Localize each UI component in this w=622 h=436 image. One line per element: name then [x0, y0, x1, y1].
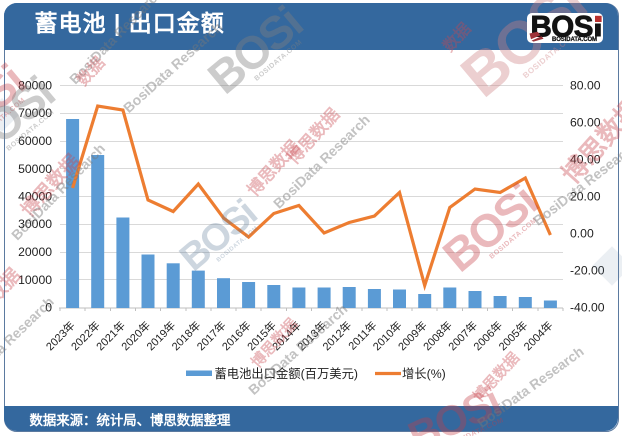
- svg-text:10000: 10000: [18, 273, 52, 287]
- svg-text:40.00: 40.00: [570, 153, 601, 167]
- svg-text:40000: 40000: [18, 190, 52, 204]
- svg-text:-20.00: -20.00: [570, 264, 605, 278]
- svg-text:20.00: 20.00: [570, 190, 601, 204]
- svg-text:80000: 80000: [18, 79, 52, 93]
- svg-text:20000: 20000: [18, 245, 52, 259]
- svg-text:增长(%): 增长(%): [402, 366, 446, 381]
- svg-text:60.00: 60.00: [570, 116, 601, 130]
- svg-text:蓄电池出口金额(百万美元): 蓄电池出口金额(百万美元): [215, 366, 358, 381]
- svg-text:0: 0: [45, 301, 52, 315]
- svg-text:0.00: 0.00: [570, 227, 594, 241]
- svg-text:BOSIDATA.COM: BOSIDATA.COM: [552, 37, 597, 43]
- svg-text:60000: 60000: [18, 134, 52, 148]
- svg-text:70000: 70000: [18, 106, 52, 120]
- svg-text:50000: 50000: [18, 162, 52, 176]
- svg-text:30000: 30000: [18, 217, 52, 231]
- svg-text:-40.00: -40.00: [570, 301, 605, 315]
- svg-text:80.00: 80.00: [570, 79, 601, 93]
